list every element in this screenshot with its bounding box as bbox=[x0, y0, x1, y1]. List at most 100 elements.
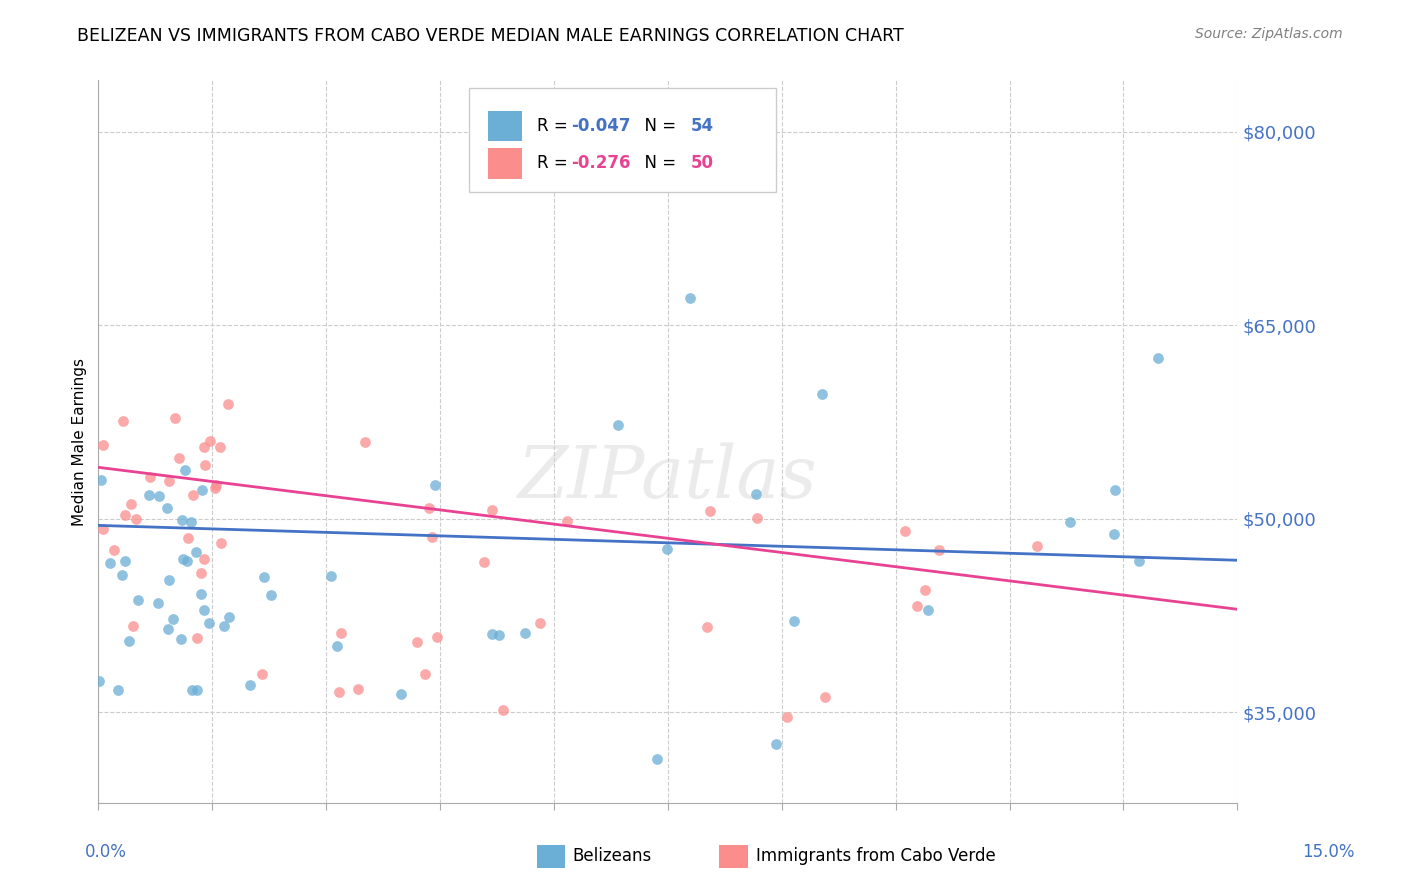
Point bbox=[1128, 554, 1150, 568]
Point bbox=[91, 438, 114, 452]
Point bbox=[1147, 351, 1170, 366]
Point bbox=[696, 620, 718, 634]
Point bbox=[645, 752, 668, 766]
Point bbox=[319, 568, 342, 582]
Point bbox=[186, 683, 208, 698]
Point bbox=[114, 554, 136, 568]
Point bbox=[1026, 539, 1049, 553]
Point bbox=[157, 574, 180, 588]
Point bbox=[420, 530, 443, 544]
Text: 50: 50 bbox=[690, 154, 714, 172]
Point bbox=[765, 737, 787, 751]
Point bbox=[406, 635, 429, 649]
Point bbox=[747, 511, 769, 525]
Text: BELIZEAN VS IMMIGRANTS FROM CABO VERDE MEDIAN MALE EARNINGS CORRELATION CHART: BELIZEAN VS IMMIGRANTS FROM CABO VERDE M… bbox=[77, 27, 904, 45]
Point bbox=[190, 566, 212, 580]
Point bbox=[260, 588, 283, 602]
Point bbox=[90, 473, 112, 487]
FancyBboxPatch shape bbox=[537, 845, 565, 868]
Point bbox=[127, 592, 149, 607]
Point bbox=[191, 483, 214, 497]
Point bbox=[1104, 483, 1126, 497]
Point bbox=[894, 524, 917, 538]
Point bbox=[190, 586, 212, 600]
Point bbox=[811, 386, 834, 401]
Point bbox=[139, 469, 162, 483]
Point bbox=[426, 631, 449, 645]
Point bbox=[180, 516, 202, 530]
Point bbox=[555, 514, 578, 528]
Text: R =: R = bbox=[537, 117, 572, 135]
Text: Source: ZipAtlas.com: Source: ZipAtlas.com bbox=[1195, 27, 1343, 41]
Point bbox=[174, 463, 197, 477]
Point bbox=[110, 568, 132, 582]
Point bbox=[1102, 527, 1125, 541]
Point bbox=[148, 489, 170, 503]
Point bbox=[176, 554, 198, 568]
Point bbox=[138, 488, 160, 502]
Point bbox=[122, 619, 145, 633]
Point bbox=[745, 486, 768, 500]
Point bbox=[814, 690, 837, 705]
Point bbox=[253, 570, 276, 584]
Point bbox=[250, 667, 273, 681]
Point bbox=[111, 414, 134, 428]
Point bbox=[87, 674, 110, 689]
Point bbox=[481, 503, 503, 517]
Text: N =: N = bbox=[634, 154, 681, 172]
Point bbox=[181, 488, 204, 502]
Point bbox=[423, 478, 446, 492]
Point bbox=[218, 609, 240, 624]
Point bbox=[606, 417, 628, 432]
Point bbox=[107, 682, 129, 697]
Point bbox=[413, 667, 436, 681]
Point bbox=[186, 632, 208, 646]
Point bbox=[209, 535, 232, 549]
Point bbox=[157, 622, 180, 636]
Point bbox=[177, 531, 200, 545]
FancyBboxPatch shape bbox=[718, 845, 748, 868]
Point bbox=[181, 683, 204, 698]
Point bbox=[100, 556, 122, 570]
Text: -0.276: -0.276 bbox=[571, 154, 630, 172]
Point bbox=[93, 523, 115, 537]
Point bbox=[330, 625, 353, 640]
FancyBboxPatch shape bbox=[488, 111, 522, 141]
Point bbox=[905, 599, 928, 613]
Text: 15.0%: 15.0% bbox=[1302, 843, 1355, 861]
Point bbox=[146, 596, 169, 610]
Text: ZIPatlas: ZIPatlas bbox=[517, 442, 818, 513]
Point bbox=[1059, 515, 1081, 529]
Point bbox=[165, 411, 187, 425]
Point bbox=[513, 626, 536, 640]
Point bbox=[699, 504, 721, 518]
Point bbox=[354, 435, 377, 450]
Point bbox=[198, 615, 221, 630]
Point bbox=[492, 703, 515, 717]
Point bbox=[120, 497, 142, 511]
Point bbox=[193, 552, 215, 566]
Point bbox=[209, 440, 232, 454]
FancyBboxPatch shape bbox=[488, 148, 522, 178]
Point bbox=[679, 291, 702, 305]
Point bbox=[655, 542, 678, 557]
Point bbox=[167, 451, 190, 466]
Text: 54: 54 bbox=[690, 117, 714, 135]
Text: Belizeans: Belizeans bbox=[572, 847, 651, 865]
Point bbox=[118, 634, 141, 648]
FancyBboxPatch shape bbox=[468, 87, 776, 193]
Text: 0.0%: 0.0% bbox=[84, 843, 127, 861]
Point bbox=[204, 481, 226, 495]
Point bbox=[172, 513, 194, 527]
Point bbox=[169, 632, 191, 646]
Point bbox=[391, 687, 413, 701]
Point bbox=[103, 543, 125, 558]
Point bbox=[529, 615, 551, 630]
Point bbox=[488, 628, 510, 642]
Point bbox=[194, 458, 217, 473]
Point bbox=[481, 626, 503, 640]
Point bbox=[217, 397, 239, 411]
Y-axis label: Median Male Earnings: Median Male Earnings bbox=[72, 358, 87, 525]
Point bbox=[776, 710, 799, 724]
Point bbox=[204, 478, 226, 492]
